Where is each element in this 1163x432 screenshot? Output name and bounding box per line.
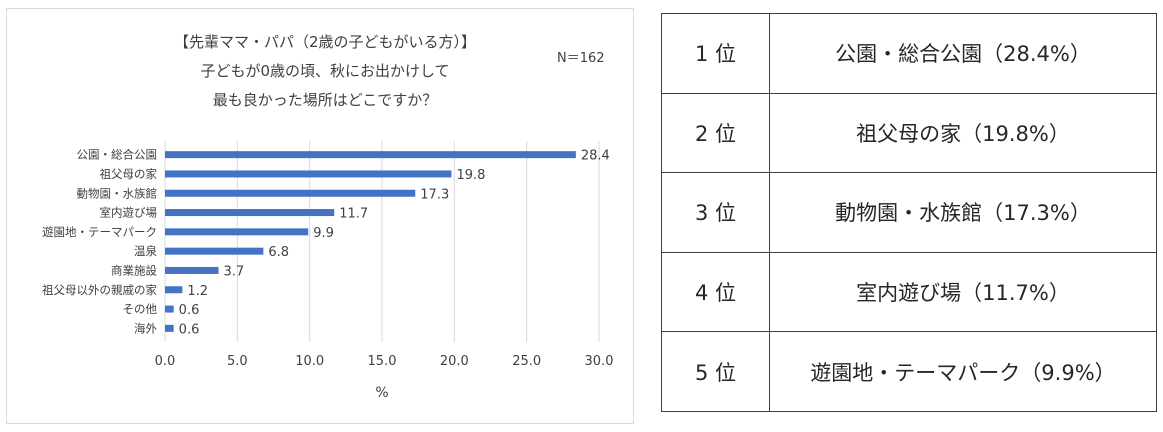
- rank-cell: 5 位: [661, 331, 770, 412]
- table-row: 1 位 公園・総合公園（28.4%）: [661, 13, 1157, 94]
- rank-cell: 3 位: [661, 172, 770, 253]
- chart-panel: 【先輩ママ・パパ（2歳の子どもがいる方）】 子どもが0歳の頃、秋にお出かけして …: [6, 8, 634, 424]
- bar: [165, 209, 335, 217]
- data-label: 11.7: [339, 207, 368, 222]
- category-label: 祖父母以外の親戚の家: [42, 283, 157, 297]
- rank-cell: 2 位: [661, 92, 770, 174]
- table-row: 5 位 遊園地・テーマパーク（9.9%）: [661, 331, 1157, 412]
- x-tick-label: 25.0: [512, 354, 541, 369]
- x-tick-label: 10.0: [295, 354, 324, 369]
- category-label: 室内遊び場: [100, 206, 158, 220]
- category-label: 温泉: [134, 244, 157, 258]
- data-label: 6.8: [268, 245, 289, 260]
- category-label: 動物園・水族館: [77, 186, 158, 200]
- bar: [165, 170, 452, 178]
- bar: [165, 286, 183, 294]
- bar: [165, 189, 416, 197]
- rank-item-cell: 遊園地・テーマパーク（9.9%）: [769, 331, 1157, 412]
- data-label: 28.4: [581, 149, 610, 164]
- bar: [165, 247, 264, 255]
- rank-cell: 1 位: [661, 13, 770, 94]
- x-tick-label: 5.0: [227, 354, 248, 369]
- data-label: 19.8: [456, 168, 485, 183]
- rank-cell: 4 位: [661, 251, 770, 333]
- chart-title-line-2: 子どもが0歳の頃、秋にお出かけして: [200, 62, 449, 80]
- rank-item-cell: 室内遊び場（11.7%）: [769, 251, 1157, 333]
- data-label: 0.6: [179, 303, 200, 318]
- table-row: 4 位 室内遊び場（11.7%）: [661, 251, 1157, 333]
- rank-item-cell: 祖父母の家（19.8%）: [769, 92, 1157, 174]
- category-label: 遊園地・テーマパーク: [42, 225, 157, 239]
- chart-title-line-3: 最も良かった場所はどこですか？: [213, 91, 438, 109]
- data-label: 3.7: [224, 264, 245, 279]
- bar: [165, 266, 219, 274]
- data-label: 0.6: [179, 322, 200, 337]
- rank-item-cell: 動物園・水族館（17.3%）: [769, 172, 1157, 253]
- data-label: 17.3: [420, 187, 449, 202]
- bar: [165, 151, 576, 159]
- x-axis-label: %: [375, 385, 388, 401]
- x-tick-label: 20.0: [440, 354, 469, 369]
- data-label: 9.9: [313, 226, 334, 241]
- sample-size-label: N＝162: [557, 51, 605, 66]
- data-label: 1.2: [187, 284, 208, 299]
- chart-title-line-1: 【先輩ママ・パパ（2歳の子どもがいる方）】: [174, 33, 476, 51]
- bar: [165, 228, 309, 236]
- category-label: その他: [123, 302, 158, 316]
- bar: [165, 324, 174, 332]
- x-tick-label: 0.0: [155, 354, 176, 369]
- category-label: 公園・総合公園: [77, 148, 158, 162]
- x-tick-label: 15.0: [368, 354, 397, 369]
- table-row: 3 位 動物園・水族館（17.3%）: [661, 172, 1157, 253]
- rank-item-cell: 公園・総合公園（28.4%）: [769, 13, 1157, 94]
- bar-chart: 【先輩ママ・パパ（2歳の子どもがいる方）】 子どもが0歳の頃、秋にお出かけして …: [42, 33, 614, 401]
- ranking-table: 1 位 公園・総合公園（28.4%） 2 位 祖父母の家（19.8%） 3 位 …: [661, 13, 1157, 412]
- category-label: 海外: [134, 321, 157, 335]
- x-tick-label: 30.0: [585, 354, 614, 369]
- table-row: 2 位 祖父母の家（19.8%）: [661, 92, 1157, 174]
- bar: [165, 305, 174, 313]
- category-label: 商業施設: [111, 263, 157, 277]
- category-label: 祖父母の家: [100, 167, 158, 181]
